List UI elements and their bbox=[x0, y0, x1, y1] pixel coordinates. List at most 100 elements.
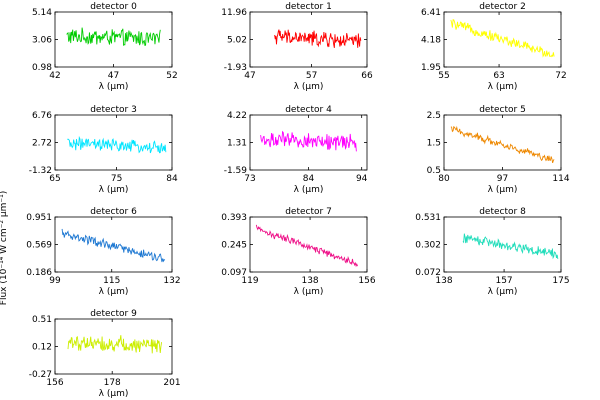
x-tick-label: 132 bbox=[163, 276, 180, 286]
x-tick-label: 156 bbox=[358, 276, 375, 286]
x-tick-label: 157 bbox=[495, 276, 512, 286]
spectrum-series-line bbox=[260, 130, 357, 152]
panel-title: detector 4 bbox=[285, 105, 332, 115]
y-tick-label: 4.18 bbox=[421, 36, 441, 46]
plot-frame bbox=[249, 216, 368, 273]
x-tick-label: 115 bbox=[103, 276, 120, 286]
x-tick-label: 47 bbox=[108, 71, 119, 81]
y-tick-label: 4.22 bbox=[227, 111, 247, 121]
global-y-axis-label: Flux (10⁻¹⁴ W cm⁻² μm⁻¹) bbox=[0, 191, 9, 305]
y-tick-label: 1.31 bbox=[227, 139, 247, 149]
panel-8: detector 8 138 157 175 0.072 0.302 0.531 λ (μm) bbox=[415, 207, 569, 297]
panel-title: detector 3 bbox=[90, 105, 137, 115]
y-tick-label: 0.569 bbox=[26, 240, 52, 250]
y-tick-label: 0.98 bbox=[32, 63, 52, 73]
panel-title: detector 9 bbox=[90, 309, 137, 319]
spectrum-series-line bbox=[67, 135, 167, 154]
x-tick-label: 156 bbox=[46, 378, 63, 388]
x-tick-label: 84 bbox=[303, 174, 315, 184]
spectrum-series-line bbox=[66, 27, 161, 47]
x-tick-label: 42 bbox=[49, 71, 60, 81]
x-tick-label: 114 bbox=[552, 174, 569, 184]
panel-title: detector 8 bbox=[479, 207, 526, 217]
x-tick-label: 138 bbox=[435, 276, 452, 286]
y-tick-label: 0.097 bbox=[221, 268, 247, 278]
y-tick-label: 0.072 bbox=[415, 268, 441, 278]
x-tick-label: 201 bbox=[163, 378, 180, 388]
x-axis-label: λ (μm) bbox=[488, 185, 518, 195]
panel-3: detector 3 65 75 84 -1.32 2.72 6.76 λ (μm) bbox=[29, 105, 178, 195]
x-tick-label: 66 bbox=[361, 71, 373, 81]
x-axis-label: λ (μm) bbox=[294, 185, 324, 195]
x-tick-label: 52 bbox=[166, 71, 177, 81]
y-tick-label: 0.51 bbox=[32, 315, 52, 325]
x-axis-label: λ (μm) bbox=[294, 82, 324, 92]
panel-0: detector 0 42 47 52 0.98 3.06 5.14 λ (μm) bbox=[32, 2, 178, 92]
y-tick-label: 0.951 bbox=[26, 213, 52, 223]
y-tick-label: 0.531 bbox=[415, 213, 441, 223]
x-axis-label: λ (μm) bbox=[99, 185, 129, 195]
x-tick-label: 55 bbox=[438, 71, 449, 81]
panel-7: detector 7 119 138 156 0.097 0.245 0.393 λ (μm) bbox=[221, 207, 376, 297]
x-tick-label: 178 bbox=[104, 378, 121, 388]
x-axis-label: λ (μm) bbox=[488, 287, 518, 297]
x-tick-label: 97 bbox=[497, 174, 508, 184]
x-axis-label: λ (μm) bbox=[99, 287, 129, 297]
y-tick-label: 1.95 bbox=[421, 63, 441, 73]
spectrum-series-line bbox=[255, 224, 358, 268]
x-tick-label: 119 bbox=[241, 276, 258, 286]
x-tick-label: 80 bbox=[438, 174, 450, 184]
x-tick-label: 47 bbox=[244, 71, 255, 81]
y-tick-label: 6.76 bbox=[32, 111, 52, 121]
panels: detector 042 47 520.983.065.14λ (μm)detect… bbox=[26, 2, 570, 399]
panel-title: detector 2 bbox=[479, 2, 526, 12]
x-tick-label: 73 bbox=[244, 174, 255, 184]
panel-title: detector 0 bbox=[90, 2, 137, 12]
y-tick-label: 0.5 bbox=[427, 166, 441, 176]
y-tick-label: 11.96 bbox=[221, 8, 247, 18]
x-tick-label: 65 bbox=[49, 174, 60, 184]
y-tick-label: 2.5 bbox=[427, 111, 441, 121]
panel-6: detector 6 99 115 132 0.186 0.569 0.951 λ (μm) bbox=[26, 207, 180, 297]
spectrum-series-line bbox=[462, 233, 559, 260]
x-axis-label: λ (μm) bbox=[488, 82, 518, 92]
y-tick-label: 0.302 bbox=[415, 240, 441, 250]
x-tick-label: 99 bbox=[49, 276, 61, 286]
y-tick-label: 0.393 bbox=[221, 213, 247, 223]
panel-title: detector 6 bbox=[90, 207, 137, 217]
plot-frame bbox=[443, 114, 562, 171]
x-tick-label: 57 bbox=[306, 71, 317, 81]
panel-9: detector 9 156 178 201 -0.27 0.12 0.51 λ (μm) bbox=[29, 309, 181, 399]
x-tick-label: 75 bbox=[111, 174, 122, 184]
y-tick-label: -1.59 bbox=[224, 166, 248, 176]
x-tick-label: 175 bbox=[552, 276, 569, 286]
x-axis-label: λ (μm) bbox=[294, 287, 324, 297]
panel-2: detector 2 55 63 72 1.95 4.18 6.41 λ (μm) bbox=[421, 2, 567, 92]
y-tick-label: 0.186 bbox=[26, 268, 52, 278]
y-tick-label: 5.02 bbox=[227, 35, 247, 45]
x-axis-label: λ (μm) bbox=[99, 82, 129, 92]
panel-title: detector 5 bbox=[479, 105, 526, 115]
x-tick-label: 72 bbox=[555, 71, 566, 81]
y-tick-label: 0.12 bbox=[32, 343, 52, 353]
spectrum-series-line bbox=[450, 19, 555, 58]
panel-4: detector 4 73 84 94 -1.59 1.31 4.22 λ (μm) bbox=[224, 105, 368, 195]
y-tick-label: 0.245 bbox=[221, 241, 247, 251]
y-tick-label: 5.14 bbox=[32, 8, 52, 18]
spectrum-series-line bbox=[61, 228, 166, 263]
y-tick-label: 6.41 bbox=[421, 8, 441, 18]
spectrum-series-line bbox=[450, 125, 555, 164]
x-axis-label: λ (μm) bbox=[99, 389, 129, 399]
x-tick-label: 63 bbox=[493, 71, 504, 81]
spectrum-series-line bbox=[274, 29, 362, 48]
y-tick-label: -0.27 bbox=[29, 370, 52, 380]
y-tick-label: 3.06 bbox=[32, 36, 52, 46]
panel-5: detector 5 80 97 114 0.5 1.5 2.5 λ (μm) bbox=[427, 105, 570, 195]
panel-1: detector 1 47 57 66 -1.93 5.02 11.96 λ (μm) bbox=[221, 2, 373, 92]
x-tick-label: 84 bbox=[166, 174, 178, 184]
x-tick-label: 94 bbox=[356, 174, 368, 184]
panel-title: detector 7 bbox=[285, 207, 332, 217]
spectrum-series-line bbox=[67, 335, 163, 354]
y-tick-label: -1.93 bbox=[224, 63, 247, 73]
